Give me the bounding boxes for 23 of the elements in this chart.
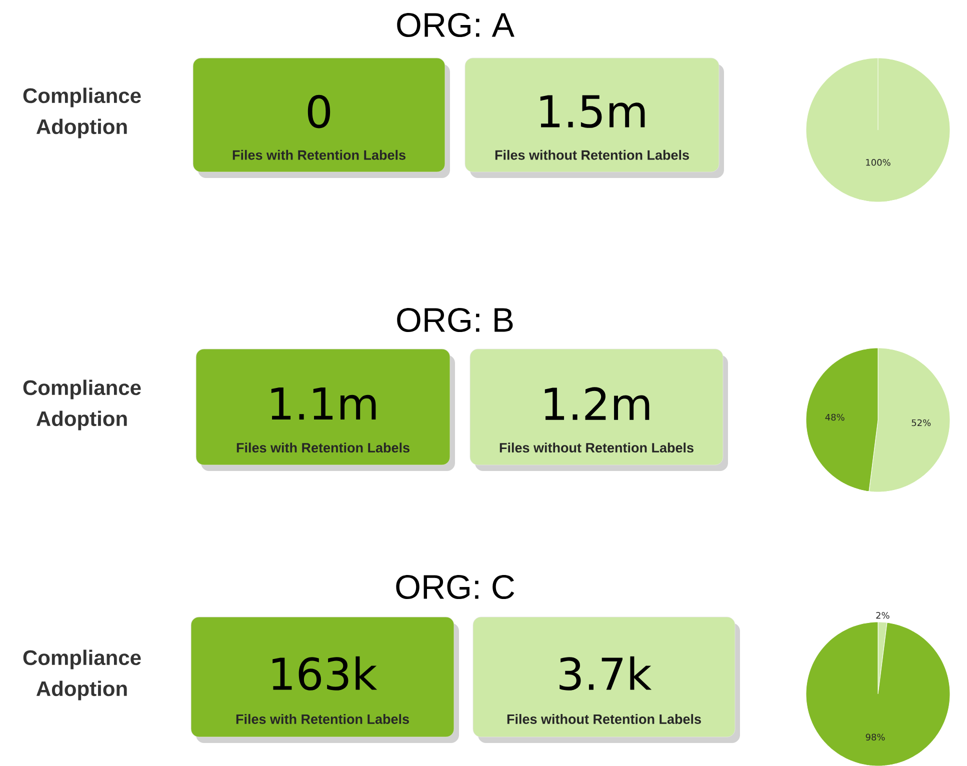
- text: Compliance Adoption: [23, 650, 141, 700]
- text: 163k: [272, 656, 378, 690]
- text: Files without Retention Labels: [495, 150, 689, 160]
- text: 1.1m: [271, 387, 376, 420]
- data-label: 52%: [912, 419, 931, 426]
- data-label: 2%: [876, 612, 890, 619]
- text: Compliance Adoption: [23, 380, 141, 430]
- text: Files without Retention Labels: [500, 442, 694, 452]
- text: 1.2m: [544, 387, 650, 420]
- data-label: 100%: [866, 158, 890, 166]
- text: Compliance Adoption: [23, 88, 141, 138]
- text: 1.5m: [540, 95, 645, 128]
- data-label: 98%: [866, 734, 885, 740]
- text: 3.7k: [560, 656, 652, 690]
- text: Files with Retention Labels: [236, 714, 409, 724]
- text: Files with Retention Labels: [236, 442, 410, 452]
- text: ORG: A: [397, 12, 514, 37]
- text: ORG: C: [396, 574, 514, 599]
- text: ORG: B: [397, 308, 513, 332]
- data-label: 48%: [825, 414, 844, 421]
- text: 0: [308, 94, 330, 128]
- text: Files without Retention Labels: [507, 714, 701, 724]
- text: Files with Retention Labels: [232, 150, 406, 160]
